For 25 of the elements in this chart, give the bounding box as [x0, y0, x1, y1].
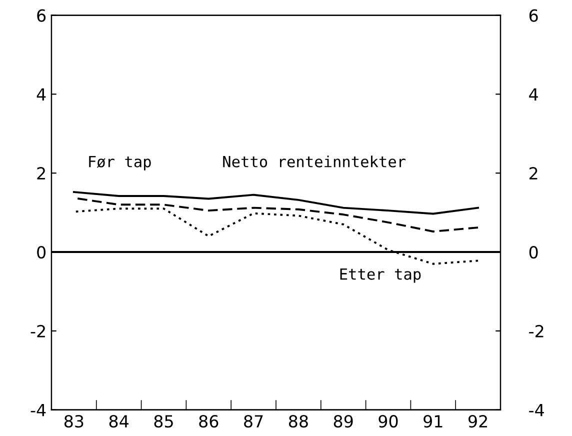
x-tick-label: 89 — [334, 414, 353, 428]
annotation: Netto renteinntekter — [223, 156, 406, 168]
x-tick-label: 91 — [424, 414, 442, 428]
y-tick-label: 6 — [37, 9, 46, 22]
x-tick-label: 83 — [64, 414, 84, 428]
annotation: Etter tap — [340, 268, 421, 283]
x-tick-label: 90 — [378, 414, 398, 428]
y2-tick-label: 4 — [529, 88, 538, 101]
y-tick-label: 4 — [36, 88, 46, 101]
x-tick-label: 85 — [154, 414, 173, 428]
y2-tick-label: 6 — [529, 9, 538, 22]
y-tick-label: 0 — [37, 246, 46, 259]
y2-tick-label: 0 — [529, 246, 538, 259]
x-tick-label: 86 — [199, 414, 218, 428]
y2-tick-label: 2 — [530, 167, 538, 180]
y2-tick-label: -4 — [529, 404, 544, 416]
y-tick-label: -2 — [30, 324, 45, 338]
annotation: Før tap — [89, 156, 151, 170]
y-tick-label: 2 — [37, 167, 45, 180]
x-tick-label: 88 — [288, 414, 308, 428]
x-tick-label: 87 — [244, 414, 263, 428]
x-tick-label: 84 — [109, 414, 128, 428]
y2-tick-label: -2 — [529, 324, 544, 338]
x-tick-label: 92 — [468, 414, 487, 428]
y-tick-label: -4 — [30, 404, 46, 416]
